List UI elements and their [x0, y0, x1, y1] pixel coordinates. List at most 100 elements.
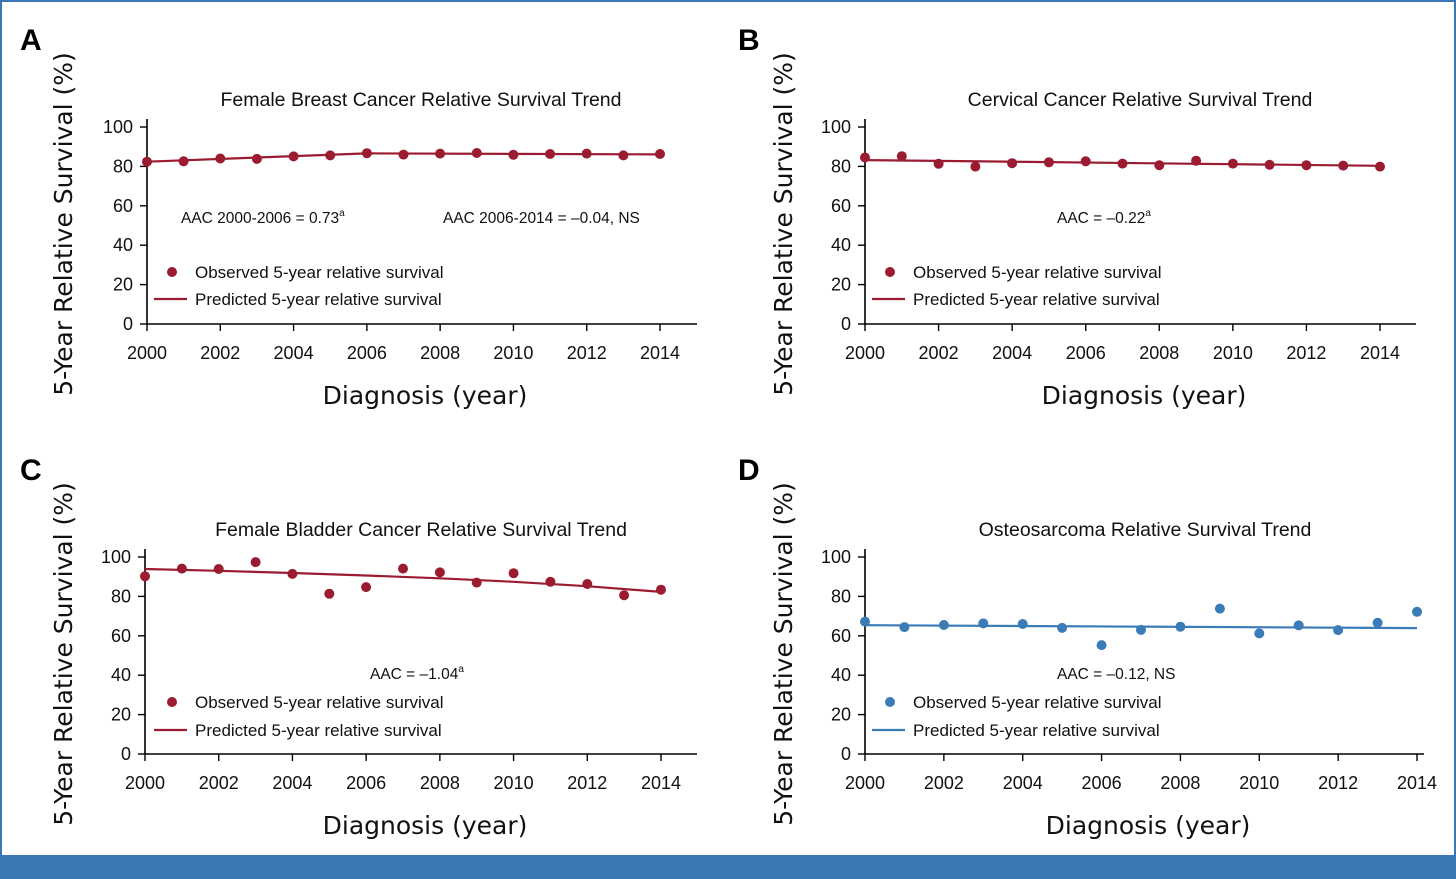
- x-tick-label-b: 2000: [845, 343, 885, 363]
- panel-d: D Osteosarcoma Relative Survival Trend 0 20…: [738, 454, 1437, 840]
- data-point-a: [508, 149, 519, 160]
- panel-b: B Cervical Cancer Relative Survival Trend…: [738, 24, 1416, 410]
- y-tick-label-a: 100: [103, 117, 133, 137]
- annotation-superscript: a: [458, 664, 464, 675]
- chart-title-a: Female Breast Cancer Relative Survival T…: [221, 89, 622, 111]
- data-point-b: [933, 158, 944, 169]
- legend-label-observed-c: Observed 5-year relative survival: [195, 693, 443, 712]
- y-tick-label-a: 0: [123, 314, 133, 334]
- legend-label-predicted-b: Predicted 5-year relative survival: [913, 290, 1160, 309]
- figure-svg: A Female Breast Cancer Relative Survival …: [20, 24, 1437, 840]
- data-point-d: [1175, 621, 1186, 632]
- annotation-c: AAC = –1.04a: [370, 664, 464, 683]
- data-point-c: [582, 579, 593, 589]
- y-tick-label-d: 60: [831, 626, 851, 646]
- data-point-b: [1043, 157, 1054, 168]
- y-tick-label-d: 40: [831, 665, 851, 685]
- y-tick-label-b: 80: [831, 156, 851, 176]
- x-tick-label-c: 2010: [494, 773, 534, 793]
- y-axis-title-c: 5-Year Relative Survival (%): [49, 482, 78, 826]
- data-point-c: [140, 571, 150, 582]
- data-point-d: [1293, 620, 1304, 631]
- data-point-b: [1227, 158, 1238, 169]
- x-tick-label-d: 2010: [1239, 773, 1279, 793]
- data-point-a: [471, 148, 482, 158]
- y-axis-title-d: 5-Year Relative Survival (%): [769, 482, 798, 826]
- data-point-a: [618, 150, 629, 161]
- annotation-b: AAC = –0.22a: [1057, 208, 1151, 227]
- data-point-a: [435, 148, 446, 159]
- y-tick-label-c: 40: [111, 665, 131, 685]
- data-point-c: [508, 568, 519, 579]
- annotation-text: AAC = –1.04: [370, 666, 459, 683]
- data-point-b: [1007, 158, 1018, 169]
- bottom-accent-bar: [2, 855, 1456, 879]
- panel-letter-b: B: [738, 24, 760, 57]
- x-tick-label-d: 2002: [924, 773, 964, 793]
- x-axis-title-b: Diagnosis (year): [1042, 381, 1247, 410]
- x-axis-title-a: Diagnosis (year): [323, 381, 528, 410]
- panel-c: C Female Bladder Cancer Relative Survival…: [20, 454, 697, 840]
- annotation-text: AAC 2006-2014 = –0.04, NS: [443, 210, 640, 227]
- x-tick-label-d: 2014: [1397, 773, 1437, 793]
- chart-title-b: Cervical Cancer Relative Survival Trend: [968, 89, 1313, 111]
- y-tick-label-c: 80: [111, 586, 131, 606]
- panel-letter-c: C: [20, 454, 42, 487]
- data-point-d: [1096, 640, 1107, 651]
- data-point-d: [860, 616, 870, 627]
- data-point-a: [251, 153, 262, 164]
- annotation-superscript: a: [1145, 208, 1151, 219]
- data-point-c: [213, 564, 224, 574]
- x-axis-title-c: Diagnosis (year): [323, 811, 528, 840]
- data-point-b: [1338, 160, 1349, 171]
- x-tick-label-d: 2004: [1003, 773, 1043, 793]
- chart-title-d: Osteosarcoma Relative Survival Trend: [979, 519, 1312, 541]
- x-tick-label-b: 2002: [919, 343, 959, 363]
- y-axis-title-b: 5-Year Relative Survival (%): [769, 52, 798, 396]
- panel-letter-d: D: [738, 454, 760, 487]
- data-point-b: [860, 152, 870, 163]
- data-point-b: [1154, 160, 1165, 171]
- data-point-d: [1254, 628, 1265, 639]
- data-point-c: [287, 568, 298, 579]
- annotation-superscript: a: [339, 208, 345, 219]
- y-tick-label-b: 20: [831, 275, 851, 295]
- x-tick-label-a: 2000: [127, 343, 167, 363]
- y-tick-label-b: 60: [831, 196, 851, 216]
- data-point-c: [250, 557, 261, 568]
- y-tick-label-c: 100: [101, 547, 131, 567]
- x-tick-label-c: 2014: [641, 773, 681, 793]
- data-point-c: [545, 576, 556, 587]
- data-point-c: [324, 588, 335, 599]
- x-tick-label-d: 2008: [1160, 773, 1200, 793]
- y-tick-label-c: 60: [111, 626, 131, 646]
- data-point-c: [434, 567, 445, 578]
- y-tick-label-d: 0: [841, 744, 851, 764]
- data-point-a: [215, 153, 226, 164]
- y-tick-label-c: 20: [111, 705, 131, 725]
- chart-title-c: Female Bladder Cancer Relative Survival …: [215, 519, 627, 541]
- x-tick-label-c: 2006: [346, 773, 386, 793]
- data-point-a: [288, 151, 299, 162]
- data-point-b: [970, 161, 981, 172]
- y-tick-label-a: 60: [113, 196, 133, 216]
- x-tick-label-b: 2012: [1286, 343, 1326, 363]
- x-tick-label-c: 2000: [125, 773, 165, 793]
- legend-marker-observed-a: [167, 267, 177, 277]
- annotation-text: AAC = –0.22: [1057, 210, 1145, 227]
- y-tick-label-b: 100: [821, 117, 851, 137]
- x-tick-label-a: 2004: [274, 343, 314, 363]
- annotation-a: AAC 2000-2006 = 0.73a: [181, 208, 345, 227]
- data-point-a: [655, 149, 665, 159]
- y-tick-label-b: 40: [831, 235, 851, 255]
- data-point-c: [656, 584, 666, 595]
- data-point-b: [1264, 159, 1275, 170]
- data-point-d: [1057, 622, 1068, 633]
- x-axis-title-d: Diagnosis (year): [1046, 811, 1251, 840]
- data-point-c: [471, 577, 482, 588]
- x-tick-label-b: 2014: [1360, 343, 1400, 363]
- predicted-line-c: [144, 567, 662, 593]
- data-point-c: [361, 582, 372, 593]
- y-tick-label-b: 0: [841, 314, 851, 334]
